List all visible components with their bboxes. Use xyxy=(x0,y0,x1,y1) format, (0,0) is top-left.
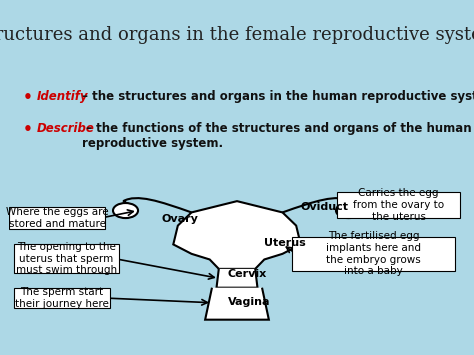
PathPatch shape xyxy=(217,269,257,288)
Ellipse shape xyxy=(113,203,138,218)
Text: Cervix: Cervix xyxy=(228,269,267,279)
Text: Where the eggs are
stored and mature: Where the eggs are stored and mature xyxy=(6,207,109,229)
Text: Describe: Describe xyxy=(37,122,95,136)
FancyBboxPatch shape xyxy=(9,207,105,229)
FancyBboxPatch shape xyxy=(14,288,109,308)
FancyBboxPatch shape xyxy=(292,237,456,271)
Text: The fertilised egg
implants here and
the embryo grows
into a baby: The fertilised egg implants here and the… xyxy=(326,231,421,276)
FancyBboxPatch shape xyxy=(14,244,118,273)
Text: The sperm start
their journey here: The sperm start their journey here xyxy=(15,287,109,309)
Text: •: • xyxy=(23,122,33,137)
Text: Oviduct: Oviduct xyxy=(301,202,349,212)
Text: – the structures and organs in the human reproductive system.: – the structures and organs in the human… xyxy=(78,89,474,103)
Text: The opening to the
uterus that sperm
must swim through: The opening to the uterus that sperm mus… xyxy=(16,242,117,275)
Text: •: • xyxy=(23,89,33,105)
Text: – the functions of the structures and organs of the human reproductive system.: – the functions of the structures and or… xyxy=(82,122,472,151)
Text: Carries the egg
from the ovary to
the uterus: Carries the egg from the ovary to the ut… xyxy=(353,188,444,222)
FancyBboxPatch shape xyxy=(337,192,460,218)
PathPatch shape xyxy=(205,288,269,320)
Text: Ovary: Ovary xyxy=(162,214,199,224)
PathPatch shape xyxy=(173,201,301,269)
Text: Uterus: Uterus xyxy=(264,239,306,248)
Text: Vagina: Vagina xyxy=(228,297,270,307)
Text: Structures and organs in the female reproductive system: Structures and organs in the female repr… xyxy=(0,27,474,44)
Text: Identify: Identify xyxy=(37,89,88,103)
Ellipse shape xyxy=(336,203,361,218)
